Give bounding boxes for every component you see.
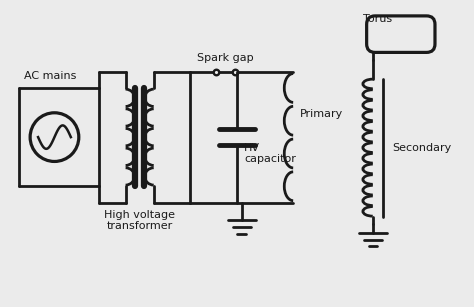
Text: Primary: Primary (300, 109, 343, 119)
Text: High voltage
transformer: High voltage transformer (104, 210, 175, 231)
Text: Secondary: Secondary (392, 143, 452, 153)
Text: AC mains: AC mains (24, 71, 76, 81)
Text: Spark gap: Spark gap (197, 53, 254, 63)
Text: HV
capacitor: HV capacitor (244, 143, 296, 164)
Text: Torus: Torus (364, 14, 392, 24)
